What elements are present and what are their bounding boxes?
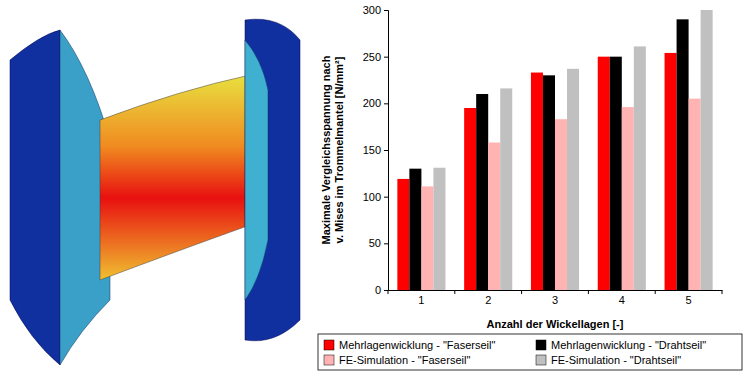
- x-tick-label: 3: [552, 294, 558, 306]
- y-tick-label: 250: [363, 51, 381, 63]
- bar: [598, 57, 610, 290]
- y-tick: 150: [363, 144, 388, 156]
- legend-label: Mehrlagenwicklung - "Faserseil": [339, 339, 495, 351]
- y-axis-title: Maximale Vergleichsspannung nachv. Mises…: [320, 55, 345, 244]
- y-tick-label: 200: [363, 97, 381, 109]
- y-tick: 250: [363, 51, 388, 63]
- bar: [500, 88, 512, 290]
- bar: [689, 99, 701, 290]
- bar: [555, 119, 567, 290]
- x-tick: 4: [619, 290, 625, 306]
- x-tick-label: 2: [485, 294, 491, 306]
- y-tick-label: 300: [363, 4, 381, 16]
- y-axis-title-line: Maximale Vergleichsspannung nach: [320, 55, 332, 244]
- x-separator: [454, 290, 455, 294]
- x-tick-label: 5: [686, 294, 692, 306]
- x-tick: 5: [686, 290, 692, 306]
- x-tick: 1: [418, 290, 424, 306]
- x-tick: 3: [552, 290, 558, 306]
- y-tick: 200: [363, 97, 388, 109]
- y-tick-label: 0: [375, 284, 381, 296]
- legend-swatch: [536, 355, 546, 365]
- bar: [531, 73, 543, 290]
- legend-box: [318, 334, 742, 370]
- y-axis-line: [384, 11, 389, 291]
- y-tick: 100: [363, 191, 388, 203]
- bar: [677, 19, 689, 290]
- bar: [409, 169, 421, 290]
- y-tick-mark: [384, 290, 388, 291]
- x-axis-line: [389, 290, 723, 291]
- y-tick-label: 150: [363, 144, 381, 156]
- x-separator: [722, 290, 723, 294]
- bar: [488, 143, 500, 290]
- bar: [421, 186, 433, 290]
- x-separator: [588, 290, 589, 294]
- legend-label: FE-Simulation - "Faserseil": [339, 354, 470, 366]
- x-axis-title: Anzahl der Wickellagen [-]: [487, 318, 624, 330]
- y-tick: 0: [375, 284, 388, 296]
- y-tick-label: 100: [363, 191, 381, 203]
- x-tick: 2: [485, 290, 491, 306]
- bar: [476, 94, 488, 290]
- x-separator: [655, 290, 656, 294]
- y-tick: 300: [363, 4, 388, 16]
- bar: [464, 108, 476, 290]
- chart: 0 50 100 150 200 250 300 1 2 3 4 5 Maximale Vergleic…: [0, 0, 746, 372]
- x-separator: [521, 290, 522, 294]
- y-tick-mark: [384, 150, 388, 151]
- legend-label: FE-Simulation - "Drahtseil": [551, 354, 681, 366]
- y-tick: 50: [369, 237, 388, 249]
- x-axis: 1 2 3 4 5: [389, 290, 723, 306]
- bar: [701, 10, 713, 290]
- y-axis-title-line: v. Mises im Trommelmantel [N/mm²]: [333, 56, 345, 243]
- bar: [543, 75, 555, 290]
- x-tick-label: 4: [619, 294, 625, 306]
- flange-right: [245, 19, 300, 341]
- legend-swatch: [324, 355, 334, 365]
- y-tick-mark: [384, 57, 388, 58]
- bar: [567, 69, 579, 290]
- bar: [433, 168, 445, 290]
- drum-shell: [100, 75, 250, 280]
- legend-label: Mehrlagenwicklung - "Drahtseil": [551, 339, 706, 351]
- illustration: [10, 19, 300, 365]
- flange-left: [10, 30, 60, 365]
- y-axis: 0 50 100 150 200 250 300: [363, 4, 389, 296]
- x-separators: [388, 290, 722, 294]
- legend-swatch: [324, 340, 334, 350]
- bar: [665, 53, 677, 290]
- bars: [397, 10, 712, 290]
- legend-swatch: [536, 340, 546, 350]
- x-tick-label: 1: [418, 294, 424, 306]
- bar: [634, 46, 646, 290]
- bar: [397, 179, 409, 290]
- y-tick-mark: [384, 10, 388, 11]
- y-tick-mark: [384, 243, 388, 244]
- bar: [610, 57, 622, 290]
- y-tick-mark: [384, 103, 388, 104]
- y-tick-label: 50: [369, 237, 381, 249]
- x-separator: [388, 290, 389, 294]
- flange-right-inner: [245, 40, 268, 300]
- bar: [622, 107, 634, 290]
- y-tick-mark: [384, 197, 388, 198]
- legend: Mehrlagenwicklung - "Faserseil" Mehrlagen…: [318, 334, 742, 370]
